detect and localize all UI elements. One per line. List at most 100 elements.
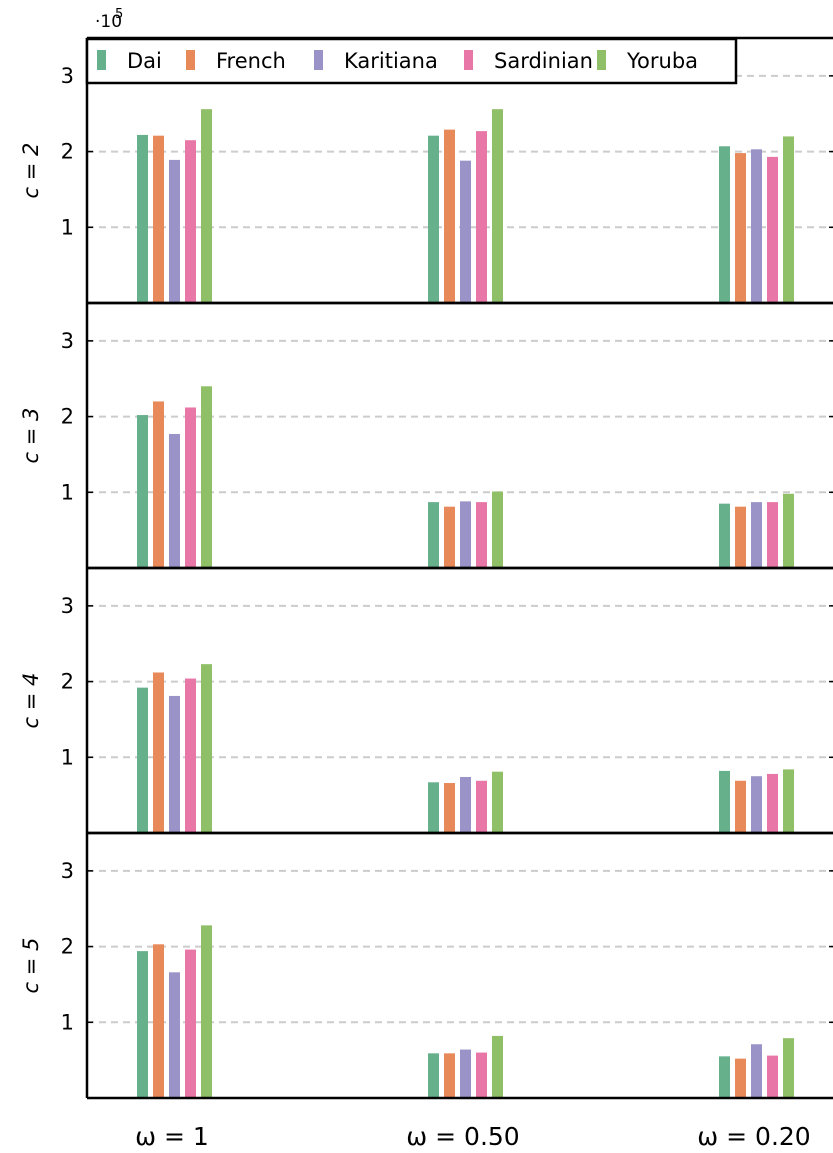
legend-box <box>85 37 738 85</box>
bar-sardinian <box>767 773 778 833</box>
bar-karitiana <box>751 149 762 303</box>
y-tick-label: 2 <box>61 405 74 429</box>
bar-dai <box>137 134 148 303</box>
y-tick-label: 2 <box>61 670 74 694</box>
bar-french <box>735 1058 746 1098</box>
legend: Dai French Karitiana Sardinian Yoruba <box>85 37 738 85</box>
panel-3: 1 2 3 c = 4 <box>19 566 833 835</box>
bar-french <box>444 1053 455 1098</box>
bar-sardinian <box>185 949 196 1098</box>
panel-ylabel: c = 5 <box>19 938 43 994</box>
bar-french <box>735 153 746 303</box>
panel-4: 1 2 3 c = 5 <box>19 831 833 1100</box>
bar-dai <box>719 146 730 303</box>
bar-karitiana <box>751 1044 762 1098</box>
legend-swatch-karitiana <box>314 50 323 70</box>
scale-note: ·10 5 <box>95 7 123 32</box>
y-tick-label: 2 <box>61 140 74 164</box>
y-tick-label: 1 <box>61 745 74 769</box>
bar-karitiana <box>460 160 471 303</box>
panel-ylabel: c = 4 <box>19 673 43 729</box>
bar-sardinian <box>185 140 196 303</box>
y-tick-label: 1 <box>61 215 74 239</box>
bar-french <box>153 944 164 1098</box>
bar-yoruba <box>201 664 212 833</box>
y-tick-label: 1 <box>61 1010 74 1034</box>
bar-yoruba <box>783 493 794 568</box>
bar-dai <box>719 770 730 833</box>
bar-yoruba <box>201 109 212 304</box>
panel-1: 1 2 3 c = 2 <box>19 36 833 305</box>
bar-dai <box>719 1056 730 1098</box>
bar-sardinian <box>767 502 778 568</box>
legend-swatch-yoruba <box>597 50 606 70</box>
legend-swatch-french <box>186 50 195 70</box>
y-tick-label: 2 <box>61 935 74 959</box>
bar-yoruba <box>783 769 794 833</box>
bar-french <box>444 783 455 833</box>
bar-yoruba <box>492 771 503 833</box>
bar-french <box>735 506 746 568</box>
panel-2: 1 2 3 c = 3 <box>19 301 833 570</box>
y-tick-label: 3 <box>61 329 74 353</box>
legend-label-dai: Dai <box>127 49 162 73</box>
y-tick-label: 3 <box>61 64 74 88</box>
bar-karitiana <box>169 159 180 303</box>
bar-french <box>153 401 164 568</box>
scale-note-base: ·10 <box>95 12 122 32</box>
x-category-label: ω = 0.50 <box>406 1122 519 1149</box>
bar-karitiana <box>169 433 180 568</box>
x-category-label: ω = 0.20 <box>697 1122 810 1149</box>
bar-yoruba <box>492 491 503 568</box>
bar-french <box>735 780 746 833</box>
scale-note-exponent: 5 <box>115 7 123 22</box>
bar-french <box>153 672 164 833</box>
bar-karitiana <box>460 501 471 568</box>
panels-layer: 1 2 3 c = 2 1 2 3 c = 3 1 2 3 c = 4 1 2 3 c = 5 <box>19 36 833 1100</box>
legend-swatch-dai <box>97 50 106 70</box>
bar-dai <box>428 1053 439 1098</box>
bar-dai <box>428 135 439 303</box>
bar-french <box>444 506 455 568</box>
y-tick-label: 3 <box>61 859 74 883</box>
bar-dai <box>719 503 730 568</box>
bar-french <box>153 135 164 303</box>
legend-swatch-sardinian <box>464 50 473 70</box>
bar-sardinian <box>185 407 196 568</box>
bar-karitiana <box>460 776 471 833</box>
legend-label-sardinian: Sardinian <box>494 49 593 73</box>
legend-label-yoruba: Yoruba <box>626 49 698 73</box>
bar-karitiana <box>460 1049 471 1098</box>
bar-sardinian <box>185 678 196 833</box>
y-tick-label: 1 <box>61 480 74 504</box>
bar-sardinian <box>476 131 487 303</box>
bar-sardinian <box>476 1052 487 1098</box>
x-category-labels: ω = 1 ω = 0.50 ω = 0.20 <box>135 1122 811 1151</box>
bar-yoruba <box>492 1035 503 1098</box>
bar-sardinian <box>476 780 487 833</box>
bar-sardinian <box>767 1055 778 1098</box>
bar-dai <box>137 415 148 568</box>
bar-dai <box>428 782 439 833</box>
legend-label-french: French <box>216 49 286 73</box>
bar-karitiana <box>169 972 180 1098</box>
bar-karitiana <box>169 695 180 833</box>
bar-dai <box>428 502 439 568</box>
bar-sardinian <box>767 156 778 303</box>
bar-yoruba <box>783 1038 794 1098</box>
bar-karitiana <box>751 502 762 568</box>
bar-yoruba <box>783 136 794 303</box>
bar-karitiana <box>751 776 762 833</box>
bar-yoruba <box>201 386 212 568</box>
bar-dai <box>137 951 148 1098</box>
bar-yoruba <box>201 925 212 1098</box>
panel-ylabel: c = 3 <box>19 408 43 464</box>
y-tick-label: 3 <box>61 594 74 618</box>
panel-ylabel: c = 2 <box>19 143 43 199</box>
x-category-label: ω = 1 <box>135 1122 209 1149</box>
bar-sardinian <box>476 502 487 568</box>
bar-yoruba <box>492 109 503 304</box>
legend-label-karitiana: Karitiana <box>344 49 438 73</box>
